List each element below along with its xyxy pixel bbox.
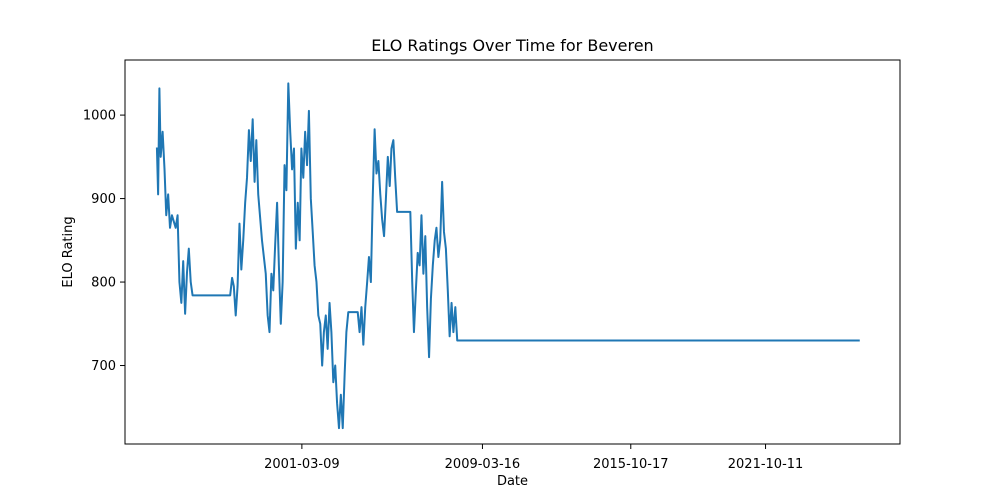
x-tick-label: 2021-10-11 bbox=[728, 457, 804, 472]
y-tick-label: 1000 bbox=[83, 109, 116, 124]
chart-title: ELO Ratings Over Time for Beveren bbox=[371, 36, 653, 55]
x-axis: 2001-03-09 2009-03-16 2015-10-17 2021-10-11 bbox=[264, 444, 803, 472]
y-tick-label: 700 bbox=[91, 359, 116, 374]
y-axis-label: ELO Rating bbox=[61, 216, 76, 287]
y-tick-label: 900 bbox=[91, 192, 116, 207]
axes-frame bbox=[124, 59, 901, 445]
x-tick-label: 2015-10-17 bbox=[593, 457, 669, 472]
x-tick-label: 2009-03-16 bbox=[445, 457, 521, 472]
x-tick-label: 2001-03-09 bbox=[264, 457, 340, 472]
plot-area bbox=[155, 82, 860, 430]
y-axis: 700 800 900 1000 bbox=[83, 109, 125, 374]
x-axis-label: Date bbox=[497, 474, 528, 489]
y-tick-label: 800 bbox=[91, 276, 116, 291]
series-line bbox=[155, 82, 860, 430]
